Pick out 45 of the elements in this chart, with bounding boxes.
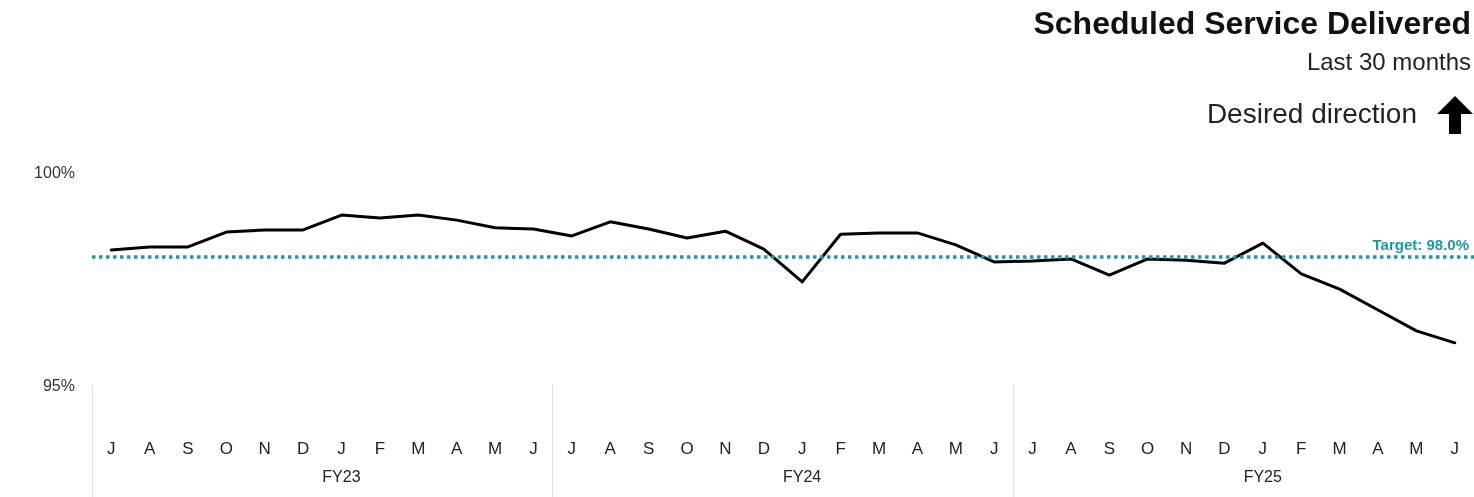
x-tick-label: D: [1218, 439, 1231, 458]
x-tick-label: D: [297, 439, 310, 458]
x-tick-label: O: [680, 439, 694, 458]
chart-title: Scheduled Service Delivered: [1033, 5, 1471, 41]
chart-subtitle: Last 30 months: [1306, 47, 1471, 75]
x-tick-label: M: [1409, 439, 1424, 458]
x-tick-label: M: [871, 439, 887, 458]
x-tick-label: S: [642, 439, 655, 458]
x-tick-label: M: [1332, 439, 1347, 458]
x-tick-label: S: [1103, 439, 1115, 458]
x-tick-label: J: [106, 439, 116, 458]
x-tick-label: M: [488, 439, 503, 458]
x-tick-label: J: [529, 439, 538, 458]
x-tick-label: J: [1450, 439, 1460, 458]
x-tick-label: A: [1372, 439, 1385, 458]
x-tick-label: J: [337, 439, 346, 458]
x-tick-label: J: [989, 439, 999, 458]
x-tick-label: M: [411, 439, 426, 458]
x-tick-label: J: [1258, 439, 1268, 458]
text: FY23: [322, 467, 361, 485]
y-tick-label: 95%: [42, 376, 75, 394]
x-tick-label: O: [219, 439, 233, 458]
x-tick-label: N: [1179, 439, 1193, 458]
x-tick-label: N: [719, 439, 732, 458]
x-tick-label: N: [258, 439, 271, 458]
x-tick-label: A: [143, 439, 156, 458]
x-tick-label: O: [1141, 439, 1155, 458]
x-tick-label: F: [374, 439, 386, 458]
x-tick-label: F: [1296, 439, 1307, 458]
x-tick-label: J: [1028, 439, 1037, 458]
x-tick-label: A: [911, 439, 924, 458]
y-tick-label: 100%: [34, 163, 75, 181]
text: FY24: [783, 467, 822, 485]
x-tick-label: A: [1065, 439, 1078, 458]
x-tick-label: A: [451, 439, 464, 458]
x-tick-label: J: [797, 439, 807, 458]
x-tick-label: S: [182, 439, 194, 458]
x-tick-label: J: [567, 439, 577, 458]
x-tick-label: F: [835, 439, 846, 458]
x-tick-label: A: [604, 439, 617, 458]
text: Desired direction: [1206, 97, 1417, 129]
ref-line-label: Target: 98.0%: [1372, 236, 1469, 254]
x-tick-label: M: [948, 439, 963, 458]
x-tick-label: D: [757, 439, 770, 458]
text: FY25: [1243, 467, 1283, 485]
